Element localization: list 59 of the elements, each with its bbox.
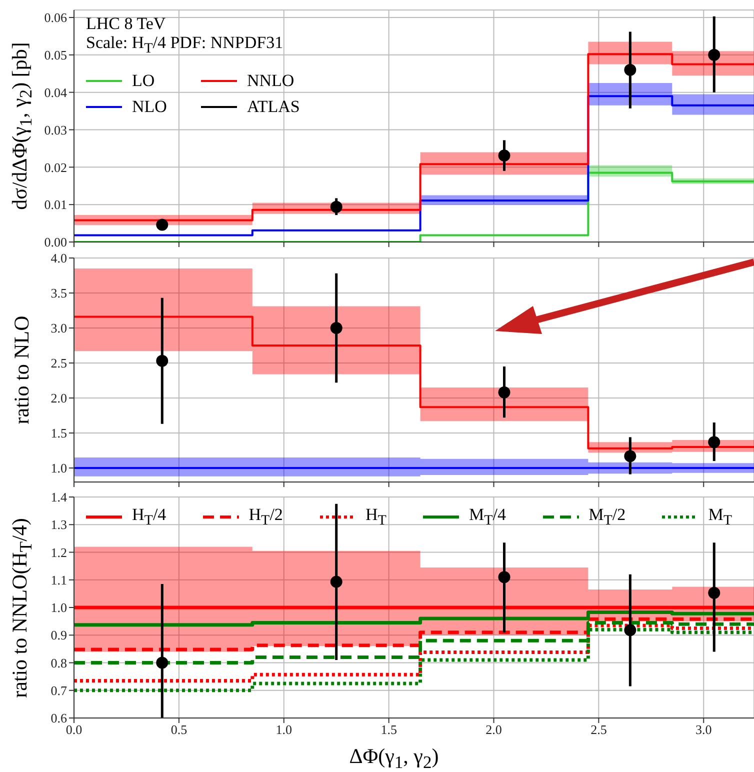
point bbox=[498, 386, 510, 398]
legend-label: H$_{T}$/2 bbox=[248, 505, 283, 530]
legend-label: NLO bbox=[132, 97, 167, 117]
x-tick-label: 0.0 bbox=[66, 722, 82, 738]
x-tick-label: 2.5 bbox=[590, 722, 607, 738]
point bbox=[708, 48, 720, 61]
point bbox=[330, 322, 342, 334]
legend-label: H$_{T}$/4 bbox=[132, 505, 166, 530]
point bbox=[156, 354, 168, 367]
legend-label: M$_{T}$/2 bbox=[588, 505, 626, 530]
y-tick-label: 0.05 bbox=[44, 48, 67, 63]
y-tick-label: 0.8 bbox=[50, 655, 67, 670]
y-tick-label: 1.5 bbox=[50, 426, 67, 441]
x-tick-label: 3.0 bbox=[696, 722, 712, 738]
point bbox=[156, 656, 168, 669]
y-tick-label: 3.0 bbox=[50, 320, 67, 336]
point bbox=[708, 586, 720, 599]
y-tick-label: 2.0 bbox=[50, 390, 67, 406]
y-tick-label: 0.06 bbox=[44, 10, 68, 26]
y-tick-label: 1.3 bbox=[50, 517, 67, 532]
y-tick-label: 1.0 bbox=[50, 460, 67, 476]
y-tick-label: 0.6 bbox=[50, 710, 68, 726]
legend-label: ATLAS bbox=[246, 97, 300, 117]
point bbox=[498, 150, 510, 162]
legend-label: LO bbox=[132, 71, 155, 91]
point bbox=[624, 64, 636, 76]
point bbox=[624, 624, 636, 636]
y-tick-label: 2.5 bbox=[50, 356, 67, 371]
legend-label: NNLO bbox=[246, 71, 294, 91]
y-tick-label: 4.0 bbox=[50, 250, 67, 266]
legend-label: H$_{T}$ bbox=[366, 505, 386, 530]
y-tick-label: 0.01 bbox=[44, 197, 67, 212]
annotation: Scale: H$_{T}$/4 PDF: NNPDF31 bbox=[86, 33, 284, 56]
annotation: LHC 8 TeV bbox=[86, 14, 166, 33]
y-tick-label: 0.02 bbox=[44, 160, 67, 175]
point bbox=[498, 571, 510, 584]
y-axis-title: ratio to NLO bbox=[10, 316, 34, 424]
legend-label: M$_{T}$/4 bbox=[469, 505, 506, 530]
x-tick-label: 1.5 bbox=[380, 722, 397, 738]
y-tick-label: 0.04 bbox=[44, 84, 68, 100]
point bbox=[156, 218, 168, 231]
y-tick-label: 3.5 bbox=[50, 286, 67, 301]
point bbox=[330, 200, 342, 213]
y-tick-label: 1.0 bbox=[50, 600, 67, 616]
y-tick-label: 0.00 bbox=[44, 234, 67, 250]
y-tick-label: 1.1 bbox=[50, 572, 67, 588]
x-tick-label: 1.0 bbox=[276, 722, 292, 738]
point bbox=[708, 436, 720, 448]
y-tick-label: 0.03 bbox=[44, 122, 67, 138]
x-axis-title: ΔΦ(γ$_{1}$, γ$_{2}$) bbox=[349, 744, 439, 772]
x-tick-label: 0.5 bbox=[170, 722, 188, 738]
point bbox=[624, 450, 636, 462]
y-tick-label: 0.9 bbox=[50, 628, 67, 643]
y-tick-label: 1.2 bbox=[50, 544, 67, 560]
y-tick-label: 0.7 bbox=[50, 682, 68, 698]
point bbox=[330, 576, 342, 588]
y-tick-label: 1.4 bbox=[50, 490, 68, 505]
x-tick-label: 2.0 bbox=[486, 722, 502, 738]
legend-label: M$_{T}$ bbox=[708, 505, 732, 530]
